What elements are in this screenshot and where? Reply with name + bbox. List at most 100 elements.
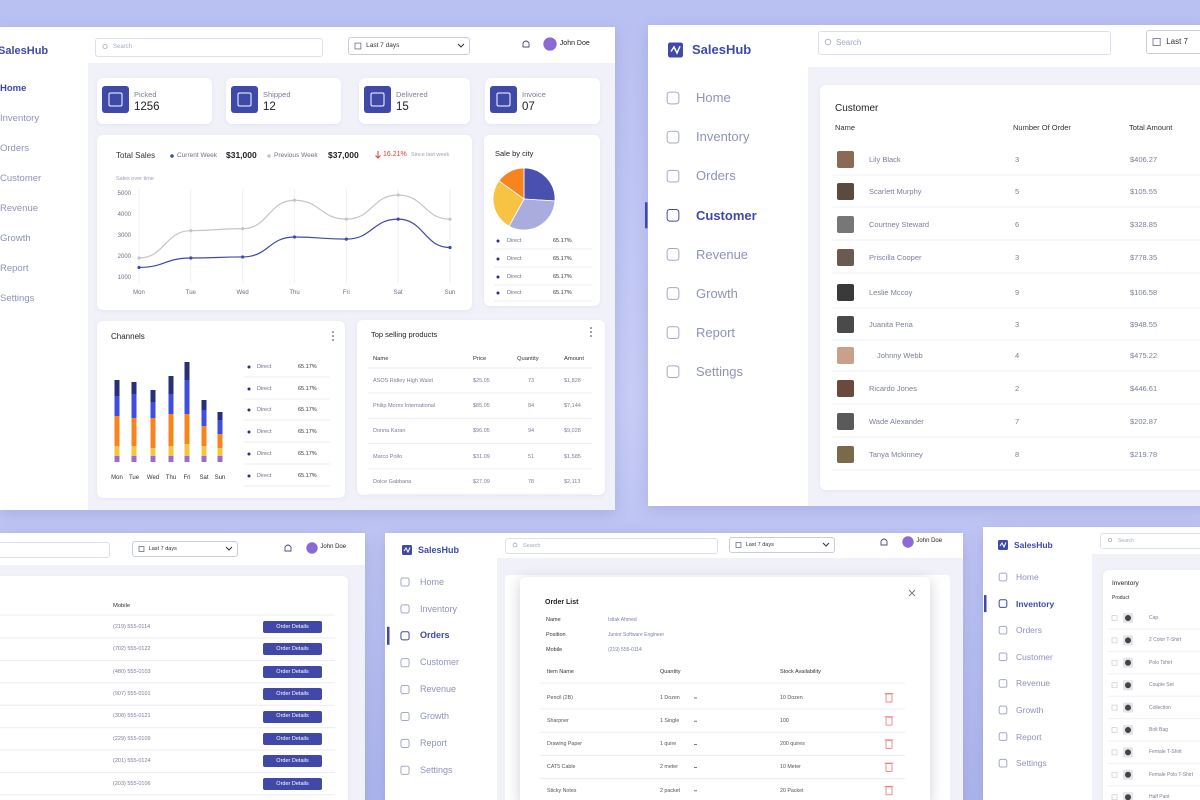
stat-glyph: [237, 92, 252, 107]
bar-segment: [114, 416, 120, 446]
field-label: Position: [546, 631, 566, 638]
nav-item[interactable]: Revenue: [0, 202, 39, 214]
button-label[interactable]: Order Details: [276, 668, 309, 675]
nav-item[interactable]: Settings: [696, 363, 743, 379]
chevron: [457, 43, 465, 48]
nav-icon: [400, 658, 410, 668]
nav-item[interactable]: Revenue: [420, 684, 457, 695]
table-cell: 10 Dozen: [780, 694, 803, 701]
customer-avatar: [837, 413, 854, 430]
legend-dot: [496, 291, 500, 295]
user-name[interactable]: John Doe: [559, 39, 590, 47]
button-label[interactable]: Order Details: [276, 780, 309, 787]
nav-item[interactable]: Home: [0, 83, 27, 95]
nav-item[interactable]: Customer: [696, 207, 757, 223]
legend-label: Direct: [507, 273, 522, 280]
order-details-button[interactable]: [263, 733, 322, 745]
order-details-button[interactable]: [263, 688, 322, 701]
bar-segment: [201, 456, 207, 462]
column-header: Name: [373, 355, 389, 362]
order-details-button[interactable]: [263, 621, 322, 633]
nav-item[interactable]: Report: [696, 324, 736, 340]
order-details-button[interactable]: [263, 710, 322, 723]
line-point: [241, 227, 245, 231]
bar-segment: [114, 396, 120, 416]
nav-item[interactable]: Report: [1016, 731, 1042, 742]
date-picker[interactable]: [132, 541, 238, 557]
nav-item[interactable]: Settings: [0, 292, 35, 304]
search-box[interactable]: [505, 538, 718, 554]
search-box[interactable]: [0, 542, 110, 558]
legend-value: 65.17%: [298, 450, 317, 457]
table-cell: $1,828: [564, 377, 581, 384]
bar-segment: [114, 380, 120, 396]
sidebar: [983, 527, 1092, 800]
search-box[interactable]: [95, 38, 323, 57]
nav-item[interactable]: Orders: [696, 168, 736, 184]
button-label[interactable]: Order Details: [276, 690, 309, 697]
bar-segment: [150, 390, 156, 402]
search-box[interactable]: [818, 31, 1111, 55]
nav-icon: [998, 572, 1008, 582]
nav-item[interactable]: Inventory: [696, 129, 750, 145]
column-header: Name: [835, 122, 856, 132]
nav-item[interactable]: Inventory: [0, 113, 40, 125]
date-picker[interactable]: [1146, 30, 1200, 54]
button-label[interactable]: Order Details: [276, 735, 309, 742]
nav-item[interactable]: Revenue: [696, 246, 749, 262]
nav-item[interactable]: Home: [696, 90, 731, 106]
nav-item[interactable]: Settings: [420, 764, 453, 775]
table-cell: $31.09: [473, 453, 490, 460]
brand: SalesHub: [692, 42, 752, 58]
nav-item[interactable]: Customer: [420, 657, 460, 668]
table-cell: Marco Pollo: [373, 453, 403, 460]
table-cell: 2 meter: [660, 764, 678, 771]
legend-label: Previous Week: [274, 152, 318, 160]
user-name[interactable]: John Doe: [320, 544, 347, 551]
order-details-button[interactable]: [263, 665, 322, 678]
nav-icon: [666, 287, 680, 300]
order-details-button[interactable]: [263, 755, 322, 768]
nav-item[interactable]: Growth: [420, 711, 450, 722]
button-label[interactable]: Order Details: [276, 646, 309, 653]
modal: [520, 577, 930, 800]
product-glyph: [1125, 727, 1131, 733]
nav-item[interactable]: Growth: [696, 285, 738, 301]
nav-item[interactable]: Orders: [1016, 625, 1042, 636]
legend-dot: [247, 408, 251, 412]
nav-icon: [998, 652, 1008, 662]
nav-item[interactable]: Report: [420, 738, 448, 748]
user-name[interactable]: John Doe: [916, 538, 943, 545]
nav-item[interactable]: Home: [420, 576, 445, 587]
nav-icon: [666, 169, 680, 183]
nav-item[interactable]: Report: [0, 262, 29, 274]
nav-item[interactable]: Settings: [1016, 758, 1047, 769]
date-range: Last 7 days: [148, 545, 177, 552]
column-header: Product: [1112, 595, 1130, 601]
nav-item[interactable]: Orders: [420, 630, 450, 641]
nav-item[interactable]: Customer: [1016, 651, 1053, 662]
column-header: Quantity: [660, 668, 681, 675]
button-label[interactable]: Order Details: [276, 758, 309, 765]
nav-item[interactable]: Growth: [1016, 704, 1044, 715]
customer-name: Juanita Pena: [869, 319, 913, 329]
search-box[interactable]: [1100, 533, 1200, 549]
nav-item[interactable]: Growth: [0, 232, 31, 244]
nav-item[interactable]: Revenue: [1016, 678, 1051, 689]
nav-item[interactable]: Home: [1016, 571, 1039, 582]
nav-item[interactable]: Customer: [0, 173, 42, 184]
nav-item[interactable]: Inventory: [1016, 598, 1055, 609]
button-label[interactable]: Order Details: [276, 623, 309, 630]
total-amount: $328.85: [1130, 219, 1158, 229]
date-picker[interactable]: [348, 37, 470, 55]
date-picker[interactable]: [729, 537, 835, 553]
button-label[interactable]: Order Details: [276, 713, 309, 720]
order-details-button[interactable]: [263, 777, 322, 790]
pie-slice: [492, 180, 525, 227]
order-details-button[interactable]: [263, 643, 322, 656]
line-point: [292, 235, 297, 239]
legend-label: Direct: [507, 289, 522, 296]
nav-item[interactable]: Orders: [0, 143, 30, 155]
kebab-dot: [332, 335, 334, 337]
nav-item[interactable]: Inventory: [420, 603, 458, 614]
